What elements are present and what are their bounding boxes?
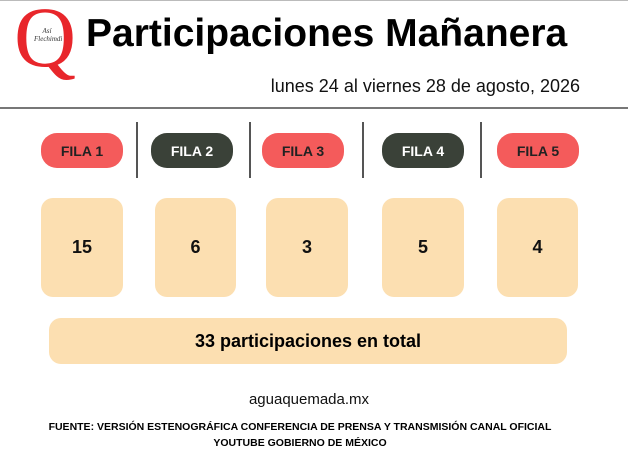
logo-text: Así Flechimdi — [34, 27, 63, 43]
total: 33 participaciones en total — [49, 318, 567, 364]
fila-count: 3 — [266, 198, 348, 297]
website: aguaquemada.mx — [248, 391, 370, 408]
fila-count: 4 — [497, 198, 578, 297]
separator — [362, 122, 364, 178]
fila-label: FILA 3 — [262, 133, 344, 168]
fila-label: FILA 4 — [382, 133, 464, 168]
separator — [249, 122, 251, 178]
fila-label: FILA 5 — [497, 133, 579, 168]
fila-count: 5 — [382, 198, 464, 297]
subtitle: lunes 24 al viernes 28 de agosto, 2026 — [270, 76, 580, 96]
separator — [136, 122, 138, 178]
divider — [0, 107, 628, 109]
fila-count: 15 — [41, 198, 123, 297]
separator — [480, 122, 482, 178]
top-border — [0, 0, 628, 1]
source-line: YOUTUBE GOBIERNO DE MÉXICO — [213, 437, 387, 449]
fila-label: FILA 2 — [151, 133, 233, 168]
logo-letter: Q — [14, 0, 77, 85]
title: Participaciones Mañanera — [86, 12, 568, 55]
source-line: FUENTE: VERSIÓN ESTENOGRÁFICA CONFERENCI… — [48, 421, 552, 433]
source: FUENTE: VERSIÓN ESTENOGRÁFICA CONFERENCI… — [0, 419, 600, 451]
logo-line: Flechimdi — [34, 34, 63, 43]
logo-line: Así — [42, 27, 52, 35]
fila-label: FILA 1 — [41, 133, 123, 168]
fila-count: 6 — [155, 198, 236, 297]
